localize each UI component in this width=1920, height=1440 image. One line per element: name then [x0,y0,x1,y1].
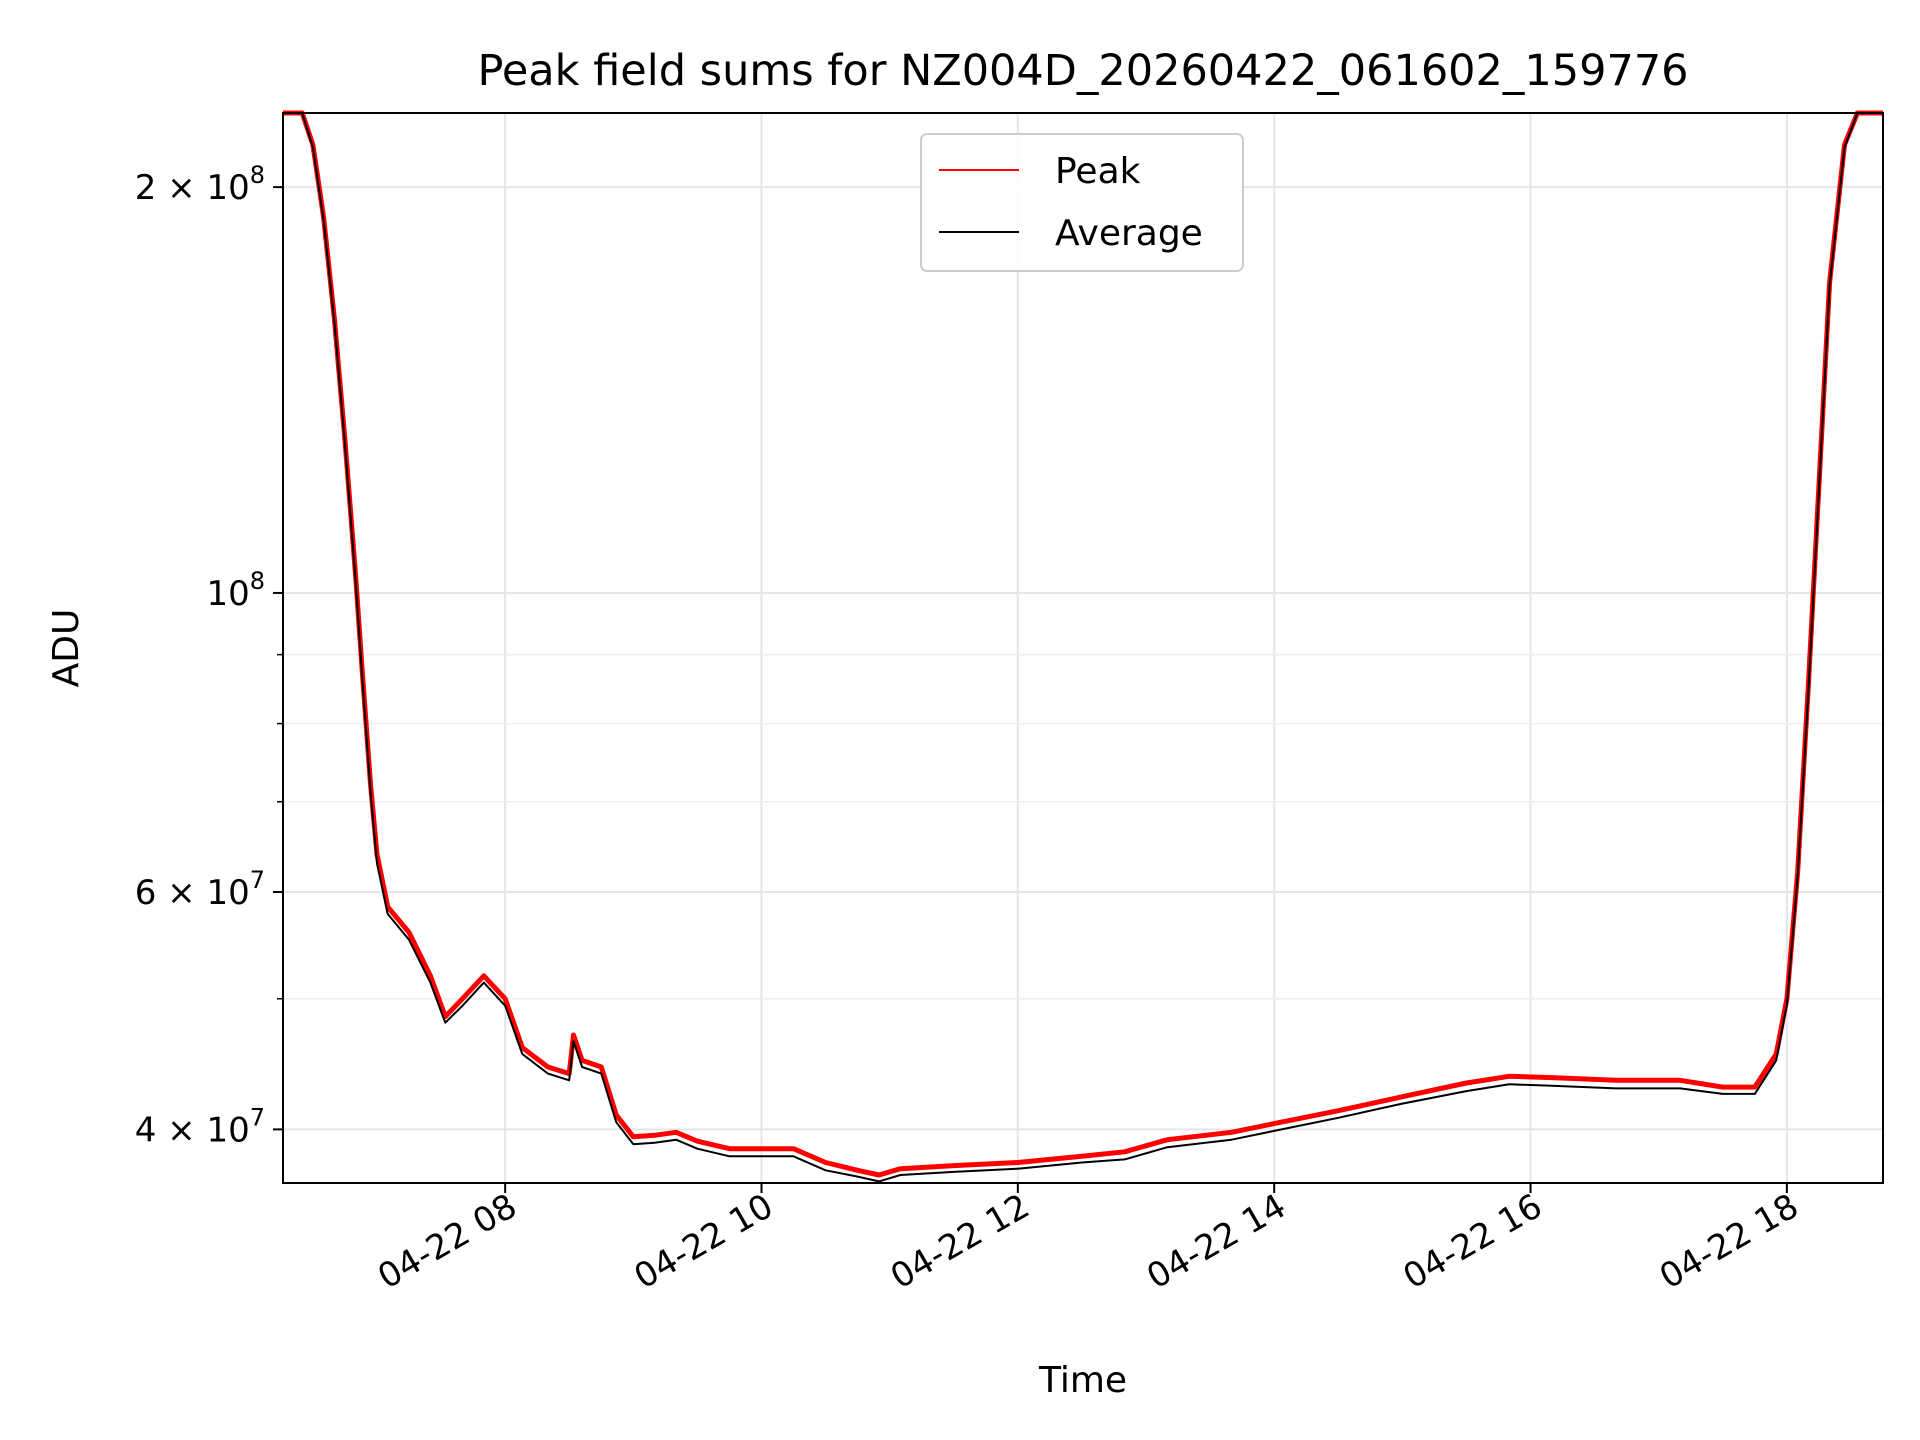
series-layer [283,110,1883,1183]
chart-title: Peak field sums for NZ004D_20260422_0616… [477,46,1688,96]
y-tick-label: 4 × 107 [135,1103,265,1150]
y-tick-base: 2 × 10 [135,168,250,208]
y-tick-exponent: 7 [250,1103,265,1131]
y-tick-label: 6 × 107 [135,866,265,913]
legend: Peak Average [920,133,1244,272]
plot-frame [282,112,1884,1184]
legend-box [920,133,1244,272]
y-tick-exponent: 8 [250,567,265,595]
y-tick-exponent: 7 [250,866,265,894]
y-axis-label: ADU [46,609,87,688]
series-line-peak [283,110,1883,1178]
y-tick-label: 2 × 108 [135,161,265,208]
y-tick-base: 10 [206,574,249,614]
legend-label-average: Average [1055,213,1203,254]
y-tick-base: 4 × 10 [135,1110,250,1150]
legend-label-peak: Peak [1055,151,1141,192]
series-line-average [283,112,1883,1183]
y-tick-label: 108 [206,567,265,614]
x-axis-label: Time [1038,1360,1127,1401]
y-tick-exponent: 8 [250,161,265,189]
y-tick-base: 6 × 10 [135,873,250,913]
